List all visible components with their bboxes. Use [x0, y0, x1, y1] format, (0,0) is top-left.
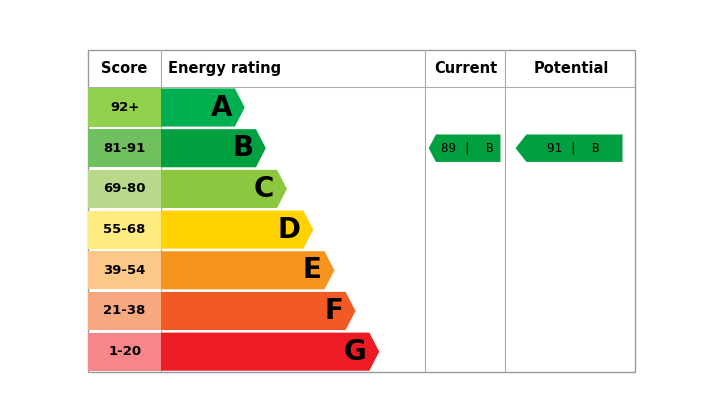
- Text: 81-91: 81-91: [104, 142, 145, 155]
- Text: Energy rating: Energy rating: [167, 61, 281, 76]
- Polygon shape: [515, 135, 623, 162]
- Text: A: A: [210, 94, 232, 122]
- Text: 21-38: 21-38: [104, 304, 146, 318]
- Bar: [88, 251, 161, 289]
- Text: C: C: [254, 175, 275, 203]
- Bar: [88, 333, 161, 371]
- Bar: [88, 170, 161, 208]
- Polygon shape: [161, 292, 356, 330]
- Text: 91 |  B: 91 | B: [546, 142, 599, 155]
- Bar: [88, 211, 161, 249]
- Text: 92+: 92+: [110, 101, 139, 114]
- Text: Potential: Potential: [533, 61, 609, 76]
- Text: D: D: [277, 216, 301, 244]
- Bar: [88, 129, 161, 167]
- Text: 55-68: 55-68: [104, 223, 146, 236]
- Text: B: B: [232, 134, 253, 162]
- Text: 89 |  B: 89 | B: [441, 142, 493, 155]
- Text: F: F: [324, 297, 343, 325]
- Text: Score: Score: [102, 61, 148, 76]
- Bar: [88, 89, 161, 127]
- Polygon shape: [161, 89, 245, 127]
- Text: 69-80: 69-80: [103, 182, 146, 195]
- Polygon shape: [161, 333, 379, 371]
- Polygon shape: [161, 251, 335, 289]
- Text: G: G: [344, 338, 366, 366]
- Polygon shape: [161, 129, 266, 167]
- Text: 39-54: 39-54: [104, 264, 146, 277]
- Bar: [88, 292, 161, 330]
- Polygon shape: [429, 135, 501, 162]
- Polygon shape: [161, 211, 313, 249]
- Text: Current: Current: [434, 61, 498, 76]
- Text: E: E: [303, 256, 322, 284]
- Polygon shape: [161, 170, 287, 208]
- Text: 1-20: 1-20: [108, 345, 141, 358]
